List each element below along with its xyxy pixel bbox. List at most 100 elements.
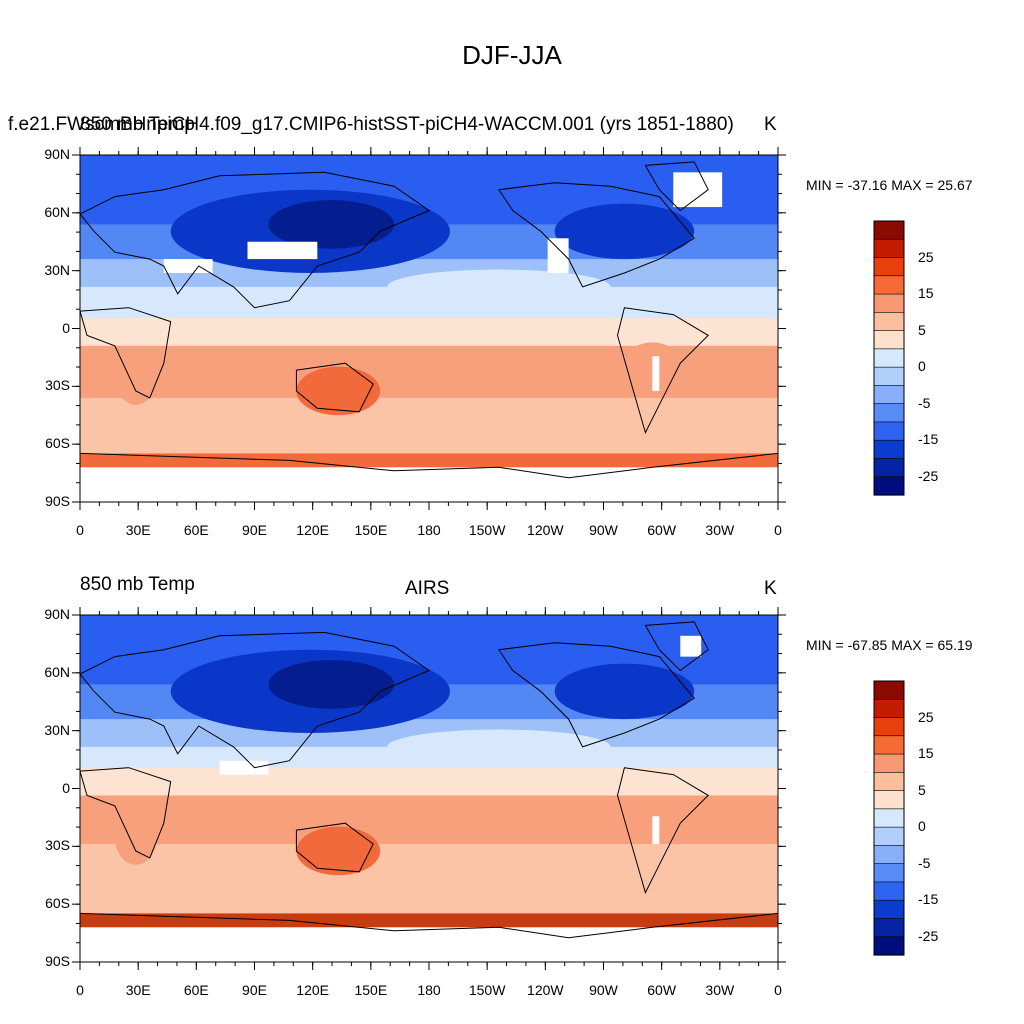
panel2-variable-label: 850 mb Temp: [80, 574, 195, 595]
map-panel-1: [72, 147, 905, 510]
colorbar-label: 25: [918, 248, 934, 265]
lat-tick-label: 60N: [44, 663, 70, 680]
coastline-4: [616, 767, 710, 894]
colorbar-label: 15: [918, 745, 934, 762]
colorbar-swatch: [873, 899, 905, 920]
colorbar-swatch: [873, 330, 905, 350]
lon-tick-label: 90E: [242, 982, 267, 998]
coastline-5: [644, 621, 709, 672]
coastline-3: [497, 642, 695, 748]
field-band-7: [80, 913, 778, 928]
panel1-minmax: MIN = -37.16 MAX = 25.67: [806, 177, 973, 193]
field-band-8: [80, 927, 778, 962]
southern-africa-warm-region: [114, 809, 157, 865]
colorbar-swatch: [873, 220, 905, 240]
missing-data-patch-3: [547, 238, 569, 273]
lon-tick-label: 150W: [468, 982, 506, 998]
missing-data-patch-4: [652, 356, 660, 391]
colorbar-swatch: [873, 680, 905, 700]
field-band-7: [80, 453, 778, 468]
lat-tick-label: 90N: [44, 606, 70, 622]
missing-data-patch-1: [163, 259, 213, 273]
map-field-panel2: [80, 615, 778, 962]
lat-tick-label: 60S: [45, 895, 70, 912]
colorbar-swatch: [873, 808, 905, 828]
field-band-6: [80, 844, 778, 914]
colorbar-label: -5: [918, 854, 931, 871]
panel1-case-label: f.e21.FWscmBHnpiCH4.f09_g17.CMIP6-histSS…: [8, 114, 734, 135]
colorbar-label: -15: [918, 891, 939, 908]
lon-tick-label: 150E: [354, 982, 388, 998]
lon-tick-label: 60W: [647, 982, 677, 998]
lon-tick-label: 30W: [705, 982, 735, 998]
coastline-6: [80, 452, 778, 479]
colorbar-frame-2: [873, 680, 905, 956]
missing-data-patch-2: [652, 816, 660, 845]
colorbar-swatch: [873, 698, 905, 719]
lon-tick-label: 90W: [589, 982, 618, 998]
lat-tick-label: 90S: [45, 493, 70, 509]
missing-data-patch-0: [247, 241, 318, 260]
colorbar-frame-1: [873, 220, 905, 496]
colorbar-swatch: [873, 881, 905, 901]
lon-tick-label: 180: [417, 982, 441, 998]
field-band-4: [80, 767, 778, 796]
colorbar-swatch: [873, 257, 905, 277]
coastline-3: [497, 182, 695, 288]
colorbar-label: 5: [918, 781, 926, 798]
colorbar-swatch: [873, 238, 905, 259]
map-field-panel1: [80, 155, 778, 502]
colorbar-label: 0: [918, 818, 926, 835]
lat-tick-label: 30N: [44, 721, 70, 738]
lat-tick-label: 0: [62, 779, 70, 796]
pacific-mild-region: [387, 269, 611, 305]
panel1-variable-label: 850 mb Temp: [80, 114, 195, 135]
missing-data-patch-2: [673, 172, 723, 208]
lat-tick-label: 30S: [45, 377, 70, 394]
field-band-4: [80, 318, 778, 347]
colorbar-swatch: [873, 790, 905, 810]
colorbar-swatch: [873, 385, 905, 405]
colorbar-swatch: [873, 753, 905, 773]
colorbar-label: -25: [918, 467, 939, 484]
panel2-case-label: AIRS: [405, 578, 450, 599]
figure-title: DJF-JJA: [462, 40, 562, 70]
colorbar-swatch: [873, 717, 905, 737]
colorbar-label: -15: [918, 431, 939, 448]
colorbar-swatch: [873, 826, 905, 847]
colorbar-swatch: [873, 845, 905, 865]
missing-data-patch-0: [219, 760, 269, 775]
siberia-cold-core: [268, 660, 395, 709]
lon-tick-label: 120E: [296, 982, 329, 998]
missing-data-patch-1: [680, 635, 702, 657]
colorbar-swatch: [873, 421, 905, 441]
lat-tick-label: 30S: [45, 837, 70, 854]
australia-warm-region: [296, 826, 381, 876]
colorbar-label: 25: [918, 708, 934, 725]
coastline-0: [80, 631, 431, 769]
lon-tick-label: 60E: [183, 982, 209, 998]
coastline-1: [80, 767, 172, 859]
panel2-units-label: K: [764, 578, 777, 599]
lon-tick-label: 120W: [527, 982, 564, 998]
lon-tick-label: 30E: [125, 522, 151, 538]
lon-tick-label: 90W: [589, 522, 618, 538]
colorbar-swatch: [873, 348, 905, 368]
colorbar-swatch: [873, 403, 905, 423]
panel1-units-label: K: [764, 114, 777, 135]
colorbar-swatch: [873, 735, 905, 755]
australia-warm-region: [296, 366, 381, 416]
southern-africa-warm-region: [114, 349, 157, 405]
colorbar-swatch: [873, 275, 905, 295]
north-america-cold-region: [554, 203, 695, 260]
lon-tick-label: 60E: [183, 522, 209, 538]
lon-tick-label: 180: [417, 522, 441, 538]
colorbar-swatch: [873, 293, 905, 313]
lon-tick-label: 120W: [527, 522, 564, 538]
lon-tick-label: 0: [774, 522, 782, 538]
colorbar-swatch: [873, 936, 905, 956]
colorbar-label: -5: [918, 394, 931, 411]
lat-tick-label: 30N: [44, 261, 70, 278]
colorbar-label: 5: [918, 321, 926, 338]
lon-tick-label: 0: [76, 982, 84, 998]
